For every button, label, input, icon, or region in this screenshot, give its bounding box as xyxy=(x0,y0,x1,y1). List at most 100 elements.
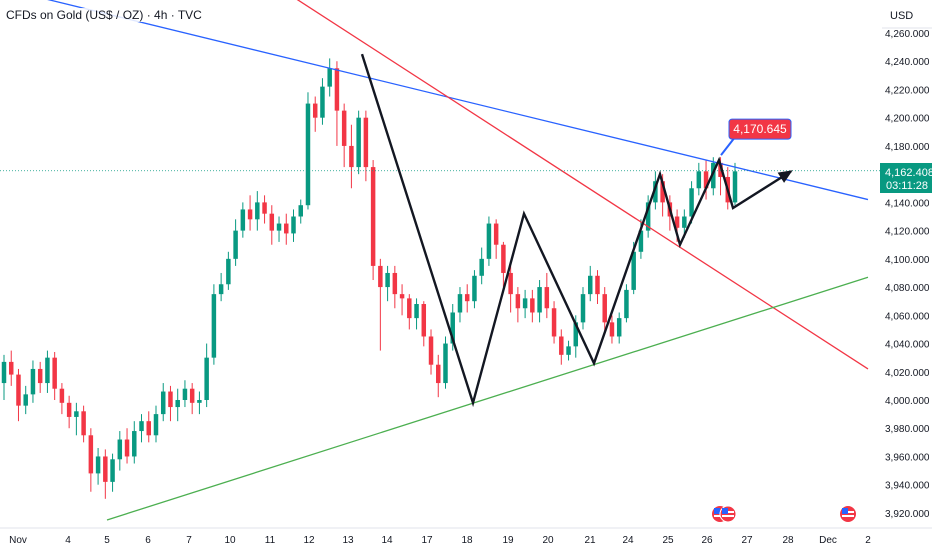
zigzag-arrowhead-icon xyxy=(777,170,793,183)
candle-body xyxy=(298,205,303,217)
candle-body xyxy=(8,361,14,375)
candle-body xyxy=(609,322,615,337)
time-label: 6 xyxy=(145,535,151,546)
candle-body xyxy=(392,272,398,295)
candle-body xyxy=(255,202,260,220)
blue-trendline[interactable] xyxy=(0,0,869,201)
time-axis[interactable]: Nov 4 5 6 7 10 11 12 13 14 17 18 19 20 21 24 25 26 27 28 Dec… xyxy=(0,505,932,550)
time-labels: Nov 4 5 6 7 10 11 12 13 14 17 18 19 20 21 24 25 26 27 28 Dec… xyxy=(9,535,871,546)
time-label: 21 xyxy=(584,535,596,546)
time-label: 2 xyxy=(865,535,871,546)
candle-body xyxy=(508,272,513,295)
candle-body xyxy=(146,421,151,436)
time-label: 20 xyxy=(542,535,554,546)
candle-body xyxy=(124,439,130,457)
candle-body xyxy=(472,275,477,302)
candle-body xyxy=(464,294,470,302)
candle-body xyxy=(703,171,709,189)
current-price-label: 4,162.408 xyxy=(885,167,932,179)
candle-body xyxy=(168,391,173,408)
candle-body xyxy=(81,411,86,436)
candle-body xyxy=(399,294,405,299)
candle-body xyxy=(189,388,195,403)
symbol-title[interactable]: CFDs on Gold (US$ / OZ) · 4h · TVC xyxy=(4,8,204,22)
price-tick-label: 3,940.000 xyxy=(885,481,930,492)
candle-body xyxy=(450,312,455,344)
candle-body xyxy=(240,209,246,231)
red-trendline[interactable] xyxy=(0,0,869,370)
time-label: 4 xyxy=(65,535,71,546)
price-ticks: 4,260.000 4,240.000 4,220.000 4,200.000 4,18… xyxy=(885,29,930,520)
candle-body xyxy=(247,209,253,220)
time-axis-background xyxy=(0,528,932,550)
candle-body xyxy=(226,258,231,285)
price-tick-label: 4,060.000 xyxy=(885,311,930,322)
candle-body xyxy=(493,223,499,245)
us-flag-event-icon-3[interactable] xyxy=(840,506,856,522)
candle-body xyxy=(320,86,325,118)
candle-body xyxy=(211,294,217,358)
price-tick-label: 4,140.000 xyxy=(885,198,930,209)
candle-body xyxy=(1,361,7,384)
candle-body xyxy=(284,223,289,234)
candle-body xyxy=(631,251,636,290)
price-tick-label: 4,100.000 xyxy=(885,255,930,266)
candle-body xyxy=(66,402,72,417)
candle-body xyxy=(732,171,738,203)
candle-body xyxy=(414,304,419,319)
currency-label[interactable]: USD xyxy=(890,10,913,22)
candle-body xyxy=(479,258,484,276)
zigzag-path[interactable] xyxy=(360,53,792,408)
candle-body xyxy=(573,322,579,347)
candle-body xyxy=(204,357,209,400)
time-label: 12 xyxy=(303,535,315,546)
green-trendline[interactable] xyxy=(106,276,869,521)
candle-body xyxy=(363,117,369,168)
price-axis[interactable]: USD 4,260.000 4,240.000 4,220.000 4,200.000… xyxy=(880,0,932,528)
candle-body xyxy=(522,298,528,309)
candle-body xyxy=(602,294,607,323)
candle-body xyxy=(110,459,115,482)
candle-body xyxy=(595,275,600,295)
candle-body xyxy=(74,411,79,417)
candle-body xyxy=(88,435,94,474)
time-label: 11 xyxy=(265,535,276,546)
candle-body xyxy=(334,68,340,111)
zigzag-projection xyxy=(360,53,793,408)
price-tick-label: 4,260.000 xyxy=(885,29,930,40)
time-label: 27 xyxy=(741,535,753,546)
candle-body xyxy=(160,391,166,415)
candle-body xyxy=(370,167,376,266)
candle-body xyxy=(457,294,463,313)
candle-body xyxy=(407,298,412,319)
time-label: 19 xyxy=(502,535,514,546)
candle-body xyxy=(559,336,564,355)
time-label: 13 xyxy=(342,535,354,546)
candle-body xyxy=(436,364,441,384)
candle-body xyxy=(117,439,123,460)
price-tick-label: 3,920.000 xyxy=(885,509,930,520)
price-tick-label: 4,120.000 xyxy=(885,227,930,238)
current-price-badge xyxy=(880,163,932,193)
target-callout[interactable]: 4,170.645 xyxy=(720,118,792,156)
candle-body xyxy=(312,103,318,118)
candle-body xyxy=(537,287,542,313)
candle-body xyxy=(653,181,658,203)
candle-body xyxy=(711,162,716,189)
price-tick-label: 4,240.000 xyxy=(885,57,930,68)
price-tick-label: 4,080.000 xyxy=(885,283,930,294)
candle-body xyxy=(588,275,593,295)
price-tick-label: 3,960.000 xyxy=(885,452,930,463)
candle-body xyxy=(385,272,390,288)
time-label: Nov xyxy=(9,535,27,546)
candle-body xyxy=(501,244,506,273)
us-flag-event-icon-2[interactable] xyxy=(719,505,737,523)
time-label: 7 xyxy=(186,535,192,546)
candle-body xyxy=(356,117,361,168)
callout-pointer xyxy=(720,136,736,156)
candle-body xyxy=(421,304,427,337)
candle-body xyxy=(30,368,36,395)
candle-body xyxy=(262,202,267,214)
